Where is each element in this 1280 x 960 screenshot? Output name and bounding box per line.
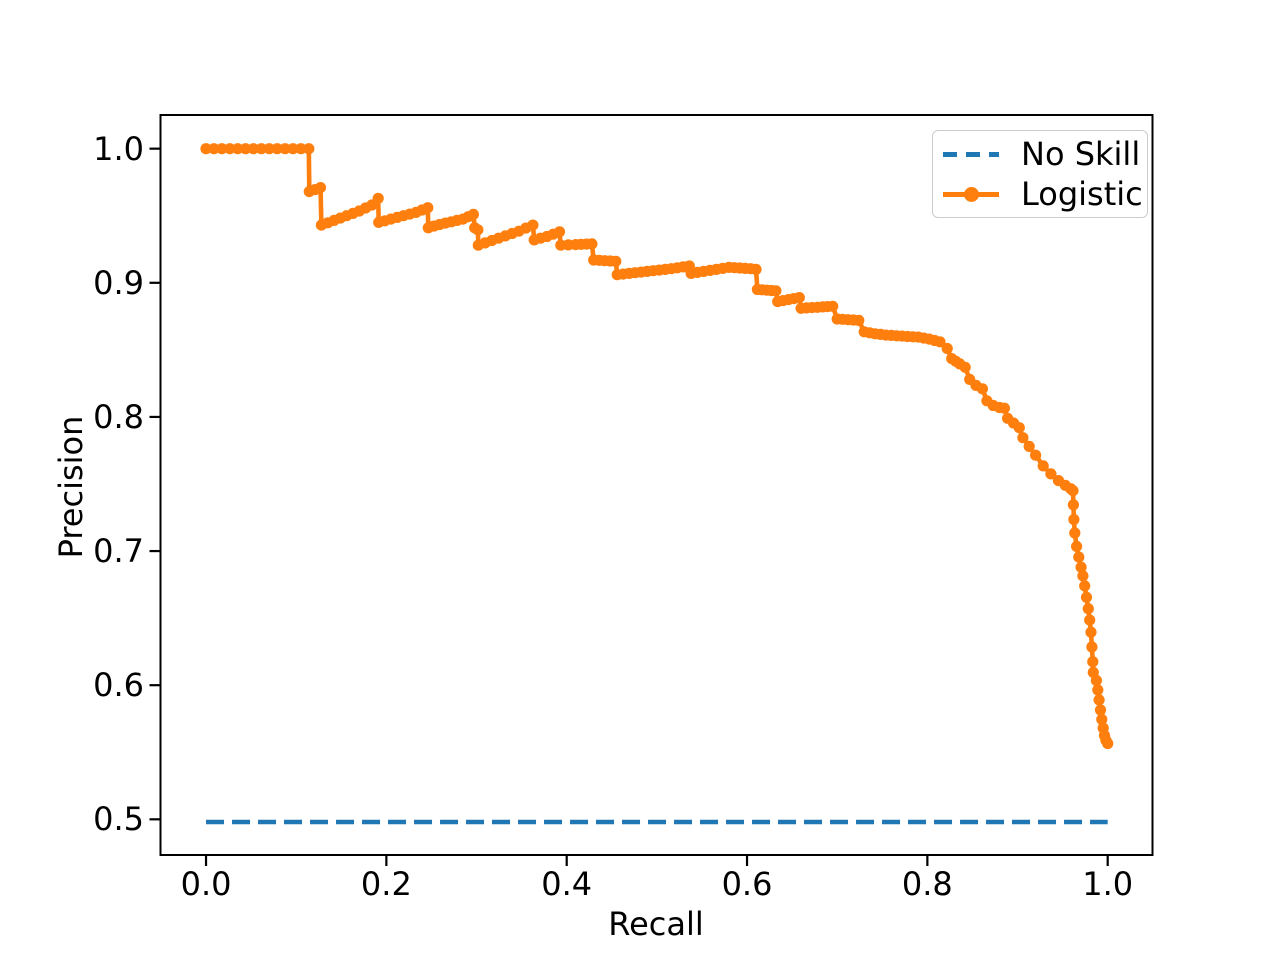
logistic-marker-dot — [1071, 540, 1083, 553]
logistic-marker-dot — [232, 143, 244, 155]
logistic-marker-dot — [1092, 684, 1104, 696]
logistic-marker-dot — [1075, 561, 1087, 573]
logistic-marker-dot — [372, 192, 384, 204]
logistic-marker-dot — [295, 143, 307, 155]
logistic-marker-dot — [1017, 432, 1029, 444]
legend-item-no-skill: No Skill — [943, 134, 1141, 174]
logistic-marker-dot — [1094, 704, 1107, 716]
logistic-marker-dot — [303, 143, 315, 155]
logistic-marker-dot — [1045, 468, 1057, 480]
logistic-marker-dot — [1077, 570, 1089, 582]
y-tick-label: 0.8 — [93, 397, 144, 436]
logistic-marker-dot — [1069, 527, 1081, 539]
logistic-marker-dot — [287, 143, 299, 155]
logistic-marker-dot — [240, 143, 252, 155]
axes-spines — [159, 114, 1154, 856]
logistic-marker-dot — [224, 143, 236, 155]
logistic-marker-dot — [1079, 580, 1091, 592]
logistic-marker-dot — [208, 143, 220, 155]
logistic-marker-dot — [793, 292, 805, 304]
y-tick-label: 0.7 — [93, 532, 144, 571]
axes-spines-and-ticks — [149, 114, 1154, 866]
x-tick-label: 0.8 — [901, 865, 953, 903]
logistic-marker-dot — [527, 219, 539, 231]
logistic-marker-dot — [1037, 460, 1049, 472]
logistic-marker-dot — [934, 336, 946, 348]
logistic-marker-dot — [1096, 713, 1108, 726]
y-tick-label: 0.6 — [93, 666, 144, 705]
logistic-marker-dot — [1068, 513, 1080, 526]
x-tick-label: 0.0 — [180, 865, 232, 903]
logistic-marker-dot — [827, 300, 839, 312]
logistic-marker-dot — [1067, 499, 1079, 511]
logistic-marker-dot — [976, 383, 989, 395]
logistic-marker-dot — [216, 143, 228, 155]
x-axis-label: Recall — [608, 905, 704, 943]
dashed-line-sample-icon — [943, 146, 999, 162]
logistic-marker-dot — [1023, 440, 1035, 452]
legend-label-no-skill: No Skill — [1021, 135, 1141, 173]
logistic-marker-dot — [586, 238, 598, 250]
logistic-line — [203, 146, 1110, 746]
x-tick-label: 0.2 — [360, 865, 412, 903]
line-with-marker-sample-icon — [943, 186, 999, 202]
x-tick-label: 0.6 — [721, 865, 773, 903]
logistic-marker-dot — [247, 143, 260, 155]
logistic-marker-dot — [1084, 614, 1096, 626]
logistic-marker-dot — [770, 285, 782, 297]
logistic-curve — [200, 143, 1114, 750]
logistic-marker-dot — [255, 143, 267, 155]
logistic-marker-dot — [1093, 694, 1105, 706]
x-tick-label: 0.4 — [541, 865, 593, 903]
logistic-marker-dot — [959, 361, 971, 373]
y-tick-label: 0.9 — [93, 263, 144, 302]
logistic-marker-dot — [1087, 656, 1099, 668]
logistic-marker-dot — [853, 314, 865, 326]
legend-item-logistic: Logistic — [943, 174, 1143, 214]
logistic-marker-dot — [1030, 449, 1042, 461]
logistic-marker-dot — [271, 143, 283, 155]
logistic-marker-dot — [263, 143, 275, 155]
logistic-marker-dot — [200, 143, 212, 155]
y-tick-label: 1.0 — [93, 129, 144, 168]
logistic-marker-dot — [1080, 591, 1093, 603]
logistic-marker-dot — [314, 182, 327, 194]
logistic-marker-dot — [1090, 674, 1102, 687]
y-tick-label: 0.5 — [93, 800, 144, 839]
logistic-marker-dot — [1067, 485, 1079, 497]
x-tick-label: 1.0 — [1082, 865, 1134, 903]
logistic-marker-dot — [422, 202, 434, 214]
legend-box: No Skill Logistic — [932, 130, 1148, 218]
logistic-marker-dot — [472, 224, 484, 236]
logistic-marker-dot — [467, 208, 479, 220]
logistic-marker-dot — [1082, 603, 1094, 615]
logistic-marker-dot — [1086, 641, 1098, 653]
legend-label-logistic: Logistic — [1021, 175, 1143, 213]
logistic-marker-dot — [1073, 551, 1085, 563]
logistic-marker-dot — [1085, 626, 1097, 638]
logistic-marker-dot — [750, 263, 762, 275]
logistic-marker-dot — [1102, 737, 1114, 750]
logistic-marker-dot — [279, 143, 291, 155]
logistic-marker-dot — [1013, 422, 1025, 434]
logistic-marker-dot — [553, 226, 566, 238]
logistic-marker-dot — [941, 342, 953, 355]
logistic-marker-dot — [610, 255, 622, 267]
logistic-marker-dot — [998, 402, 1011, 414]
